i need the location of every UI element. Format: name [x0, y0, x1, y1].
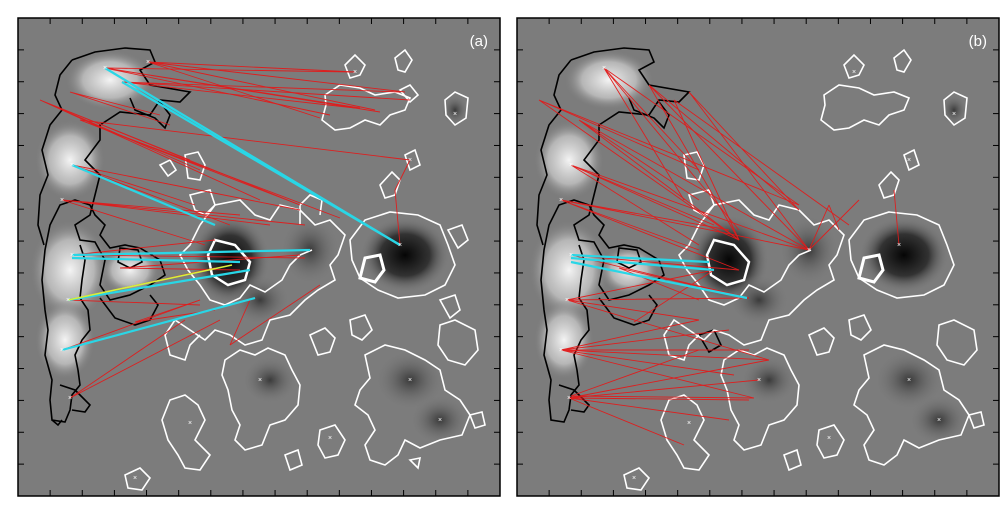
svg-text:×: × — [827, 435, 831, 442]
svg-text:×: × — [569, 162, 573, 169]
svg-text:×: × — [852, 69, 856, 76]
svg-text:×: × — [66, 297, 70, 304]
panel-a-ticks — [18, 18, 500, 496]
svg-text:×: × — [258, 377, 262, 384]
panel-b-cyan-connections — [570, 253, 748, 300]
svg-text:×: × — [559, 197, 563, 204]
svg-text:×: × — [807, 247, 811, 254]
svg-text:×: × — [907, 377, 911, 384]
svg-text:×: × — [328, 435, 332, 442]
svg-text:×: × — [937, 417, 941, 424]
svg-text:×: × — [60, 197, 64, 204]
svg-text:×: × — [188, 420, 192, 427]
panel-b: × × × × × × × × × × × × × × × × × × (b) — [516, 17, 1000, 497]
panel-a-negative-contours — [124, 48, 486, 491]
svg-text:×: × — [453, 111, 457, 118]
svg-text:×: × — [398, 242, 402, 249]
svg-text:×: × — [897, 242, 901, 249]
panel-b-label: (b) — [969, 33, 987, 50]
svg-text:×: × — [408, 157, 412, 164]
panel-a-frame — [17, 17, 501, 497]
svg-text:×: × — [567, 395, 571, 402]
svg-text:×: × — [952, 111, 956, 118]
panel-b-frame — [516, 17, 1000, 497]
svg-text:×: × — [70, 252, 74, 259]
svg-text:×: × — [60, 347, 64, 354]
panel-b-positive-contours — [536, 47, 723, 423]
panel-a-markers: × × × × × × × × × × × × × × × × × × — [60, 59, 457, 482]
svg-text:×: × — [687, 420, 691, 427]
panel-a-label: (a) — [470, 33, 488, 50]
panel-b-red-connections — [538, 67, 900, 446]
svg-text:×: × — [757, 377, 761, 384]
svg-text:×: × — [133, 475, 137, 482]
svg-text:×: × — [70, 162, 74, 169]
svg-text:×: × — [907, 157, 911, 164]
svg-text:×: × — [602, 65, 606, 72]
panel-b-markers: × × × × × × × × × × × × × × × × × × — [559, 65, 956, 482]
panel-a-yellow-connection — [67, 264, 233, 301]
svg-text:×: × — [632, 475, 636, 482]
panel-b-negative-contours — [623, 48, 985, 491]
svg-text:×: × — [559, 347, 563, 354]
svg-text:×: × — [408, 377, 412, 384]
panel-a: × × × × × × × × × × × × × × × × × × (a) — [17, 17, 501, 497]
svg-text:×: × — [353, 69, 357, 76]
panel-b-ticks — [517, 18, 999, 496]
svg-text:×: × — [68, 395, 72, 402]
panel-a-cyan-connections — [61, 67, 401, 352]
svg-text:×: × — [146, 59, 150, 66]
svg-text:×: × — [438, 417, 442, 424]
svg-text:×: × — [569, 252, 573, 259]
svg-text:×: × — [565, 297, 569, 304]
svg-text:×: × — [103, 65, 107, 72]
